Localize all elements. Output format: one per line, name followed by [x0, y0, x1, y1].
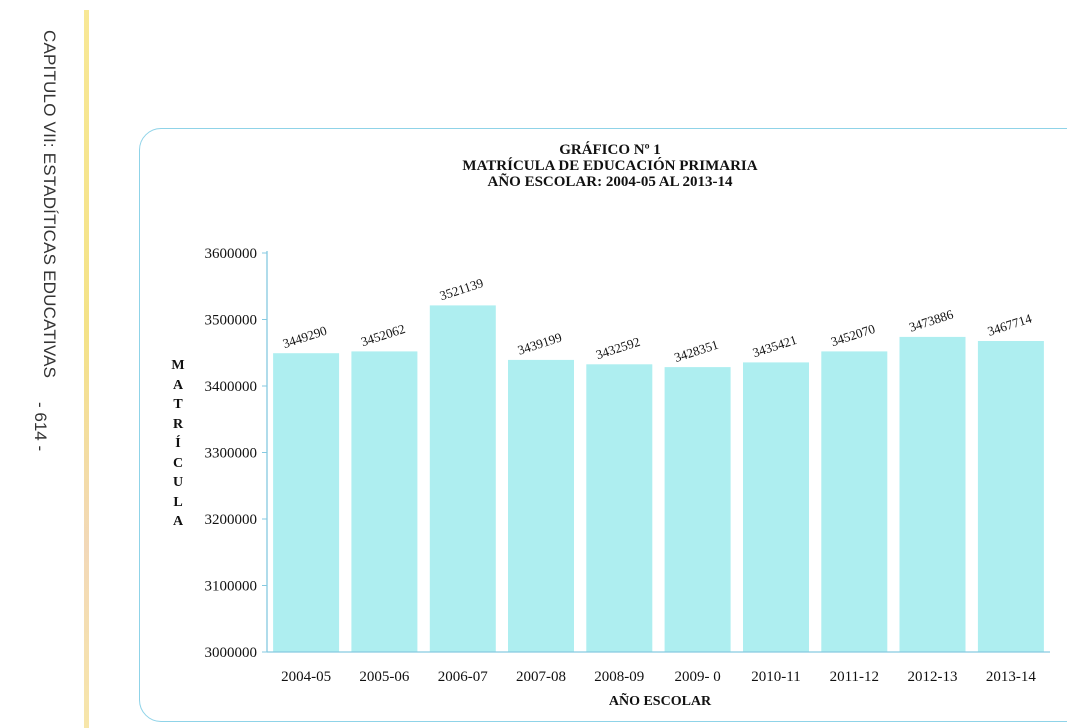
y-tick-label: 3500000: [205, 313, 258, 329]
bar: [351, 351, 418, 652]
x-tick-label: 2010-11: [751, 669, 800, 685]
data-label: 3449290: [281, 323, 329, 351]
bar: [821, 351, 888, 652]
data-label: 3521139: [438, 275, 485, 303]
bar: [429, 305, 496, 652]
bar: [508, 359, 574, 652]
y-axis-label-letter: M: [171, 358, 185, 373]
x-tick-label: 2004-05: [281, 669, 331, 685]
x-tick-label: 2013-14: [986, 669, 1036, 685]
bar: [743, 362, 809, 652]
y-tick-label: 3300000: [205, 446, 258, 462]
x-tick-label: 2009- 0: [674, 669, 720, 685]
x-tick-label: 2007-08: [516, 669, 566, 685]
chart-title-line-3: AÑO ESCOLAR: 2004-05 AL 2013-14: [487, 174, 733, 190]
y-axis-label-letter: L: [173, 494, 183, 510]
y-tick-label: 3000000: [205, 645, 258, 661]
chart-title: GRÁFICO Nº 1 MATRÍCULA DE EDUCACIÓN PRIM…: [420, 142, 800, 190]
bar: [664, 367, 731, 652]
chart-title-line-1: GRÁFICO Nº 1: [559, 142, 661, 158]
bar: [273, 353, 340, 652]
data-label: 3439199: [516, 329, 564, 357]
chart-title-line-2: MATRÍCULA DE EDUCACIÓN PRIMARIA: [462, 158, 758, 174]
data-label: 3432592: [594, 334, 642, 362]
y-tick-label: 3400000: [205, 379, 258, 395]
x-tick-label: 2005-06: [359, 669, 409, 685]
y-axis-label: M A T R Í C U L A: [170, 356, 186, 532]
data-label: 3473886: [907, 306, 955, 334]
bar: [899, 336, 966, 652]
y-axis-label-letter: R: [172, 416, 184, 432]
bar: [586, 364, 653, 652]
data-label: 3435421: [751, 332, 799, 360]
x-tick-label: 2006-07: [438, 669, 488, 685]
x-tick-label: 2012-13: [908, 669, 958, 685]
margin-rule: [84, 10, 89, 728]
y-axis-label-letter: U: [172, 475, 184, 490]
chart-frame: [139, 128, 1067, 722]
y-axis-label-letter: A: [172, 514, 184, 529]
data-label: 3467714: [986, 310, 1034, 338]
y-tick-label: 3100000: [205, 579, 258, 595]
x-tick-label: 2008-09: [594, 669, 644, 685]
y-axis-label-letter: Í: [175, 436, 181, 451]
y-tick-label: 3200000: [205, 512, 258, 528]
y-axis-label-letter: A: [172, 377, 184, 393]
data-label: 3452062: [359, 321, 407, 349]
x-tick-label: 2011-12: [830, 669, 879, 685]
x-axis-label: AÑO ESCOLAR: [608, 694, 712, 709]
bar: [977, 341, 1044, 652]
y-axis-label-letter: T: [173, 397, 183, 412]
y-axis-label-letter: C: [172, 455, 184, 471]
data-label: 3428351: [672, 337, 720, 365]
y-tick-label: 3600000: [205, 246, 258, 262]
data-label: 3452070: [829, 321, 877, 349]
